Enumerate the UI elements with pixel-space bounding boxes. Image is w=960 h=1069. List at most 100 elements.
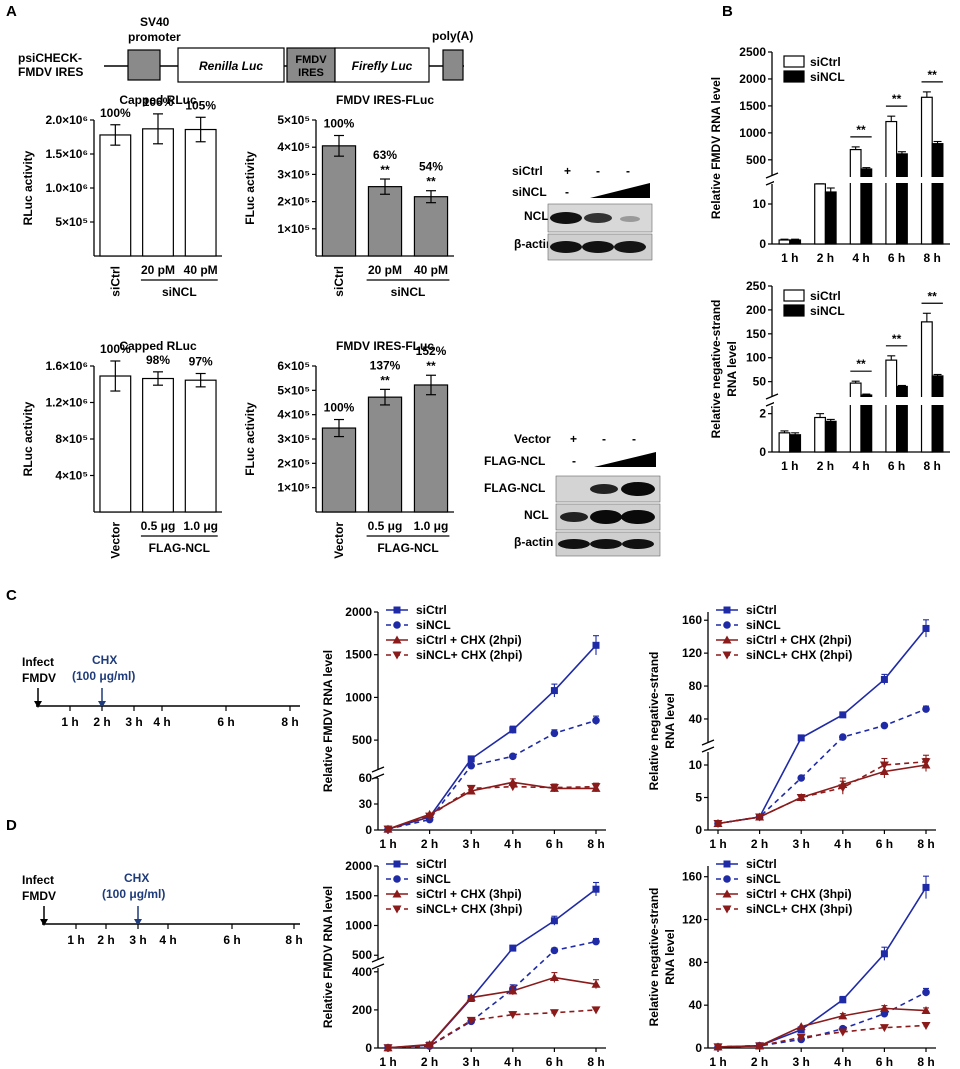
y-axis-label: RNA level (725, 341, 739, 397)
data-point (549, 1009, 559, 1018)
x-tick-label: Vector (332, 522, 346, 559)
bar (367, 396, 403, 513)
data-label: 97% (189, 355, 213, 369)
bar (413, 196, 449, 257)
timeline-tick: 8 h (281, 715, 298, 729)
significance-stars: ** (380, 163, 390, 177)
data-point (425, 812, 435, 821)
y-tick-label: 0 (365, 1041, 372, 1055)
data-point (393, 875, 401, 883)
y-tick-label: 2 (759, 407, 766, 421)
wb-kd-gradient-wedge (590, 183, 650, 198)
data-point (796, 794, 806, 802)
data-point (839, 711, 847, 719)
data-point (879, 761, 889, 770)
significance-stars: ** (856, 123, 866, 137)
y-tick-label: 80 (689, 955, 703, 969)
series-line (387, 976, 597, 1049)
x-tick-label: 1 h (781, 251, 798, 265)
x-tick-label: 2 h (421, 837, 438, 851)
bar (778, 239, 791, 245)
y-tick-label: 30 (359, 797, 373, 811)
y-axis-label: Relative FMDV RNA level (321, 650, 335, 792)
bar (849, 148, 862, 245)
legend-label: siCtrl + CHX (2hpi) (746, 633, 852, 647)
y-tick-label: 1500 (345, 648, 372, 662)
wb-kd-sign: - (565, 185, 569, 199)
chart-c1: 500 1000 1500 2000 0 30 60 1 h 2 h 3 h 4 h 6 h 8 h si… (321, 603, 606, 851)
y-tick-label: 0 (365, 823, 372, 837)
y-tick-label: 8×10⁵ (55, 432, 88, 446)
renilla-label: Renilla Luc (199, 59, 263, 73)
timeline-d-infect-line1: Infect (22, 873, 54, 887)
legend-label: siCtrl (810, 55, 841, 69)
y-tick-label: 1.2×10⁶ (45, 396, 88, 410)
chart-a2: FMDV IRES-FLuc 1×10⁵ 2×10⁵ 3×10⁵ 4×10⁵ 5×10⁵ F… (243, 93, 454, 299)
x-tick-label: 1.0 μg (414, 519, 449, 533)
ires-box (286, 47, 336, 83)
legend-label: siNCL (810, 304, 845, 318)
data-point (879, 1003, 889, 1012)
y-tick-label: 1000 (345, 690, 372, 704)
y-tick-label: 5×10⁵ (277, 113, 310, 127)
timeline-tick: 1 h (67, 933, 84, 947)
data-point (722, 651, 732, 660)
promoter-line1: SV40 (140, 15, 170, 29)
y-tick-label: 200 (352, 1003, 372, 1017)
y-tick-label: 2×10⁵ (277, 195, 310, 209)
wb-kd-band-actin: β-actin (514, 237, 553, 251)
data-point (591, 1006, 601, 1015)
series-line (387, 644, 597, 830)
y-tick-label: 120 (682, 913, 702, 927)
bar (814, 416, 826, 453)
legend-swatch (783, 304, 805, 317)
timeline-tick: 2 h (93, 715, 110, 729)
data-label: 152% (416, 344, 447, 358)
bar (184, 128, 217, 257)
legend-label: siNCL (416, 872, 451, 886)
y-tick-label: 4×10⁵ (277, 408, 310, 422)
y-axis-label: RLuc activity (21, 401, 35, 476)
x-tick-label: 8 h (917, 1055, 934, 1069)
data-point (838, 1028, 848, 1037)
y-tick-label: 6×10⁵ (277, 359, 310, 373)
legend-label: siNCL (416, 618, 451, 632)
x-tick-label: 8 h (587, 837, 604, 851)
timeline-tick: 3 h (129, 933, 146, 947)
construct-diagram: psiCHECK- FMDV IRES SV40 promoter Renill… (18, 15, 473, 83)
group-label: siNCL (162, 285, 197, 299)
y-tick-label: 160 (682, 613, 702, 627)
significance-stars: ** (426, 359, 436, 373)
data-point (591, 783, 601, 792)
chart-title: Capped RLuc (119, 339, 197, 353)
chart-title: FMDV IRES-FLuc (336, 93, 434, 107)
bar (920, 321, 933, 453)
data-point (755, 813, 765, 822)
significance-stars: ** (928, 289, 938, 303)
data-point (592, 716, 600, 725)
timeline-tick: 6 h (223, 933, 240, 947)
y-tick-label: 120 (682, 646, 702, 660)
wb-oe-row1-label: Vector (514, 432, 551, 446)
legend-label: siNCL+ CHX (3hpi) (746, 902, 852, 916)
data-point (922, 624, 930, 632)
data-point (723, 875, 731, 883)
bar (895, 385, 908, 453)
x-tick-label: 40 pM (184, 263, 218, 277)
wb-oe-row2-label: FLAG-NCL (484, 454, 545, 468)
legend-label: siCtrl + CHX (3hpi) (416, 887, 522, 901)
x-tick-label: 8 h (924, 459, 941, 473)
series-line (387, 781, 596, 830)
y-tick-label: 1500 (739, 99, 766, 113)
x-tick-label: 2 h (817, 251, 834, 265)
x-tick-label: 0.5 μg (141, 519, 176, 533)
panel-label-a: A (6, 3, 17, 20)
bar (920, 96, 933, 245)
bar (849, 382, 862, 453)
x-tick-label: 6 h (888, 459, 905, 473)
y-tick-label: 60 (359, 771, 373, 785)
data-point (922, 988, 930, 997)
y-tick-label: 5×10⁵ (277, 383, 310, 397)
